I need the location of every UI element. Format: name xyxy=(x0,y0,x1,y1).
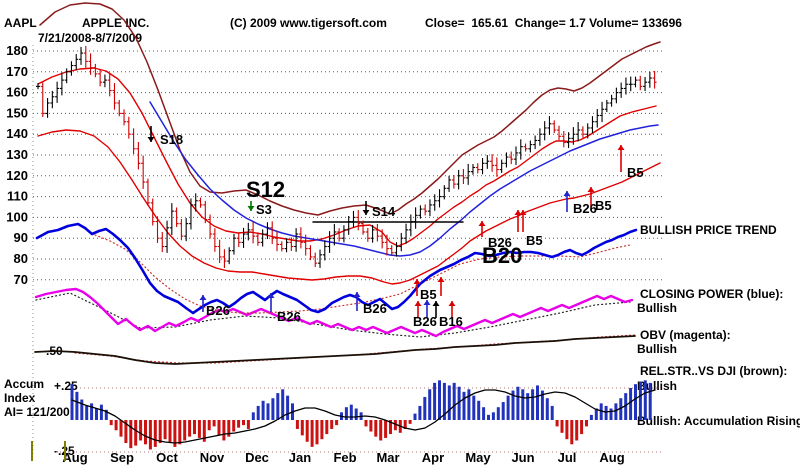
signal-arrowhead xyxy=(423,300,431,305)
signal-annotation: B26 xyxy=(363,301,387,316)
signal-annotation: B26 xyxy=(413,314,437,329)
closing-power-signal-line xyxy=(94,234,631,314)
month-label: Jul xyxy=(558,450,577,465)
signal-annotation: B5 xyxy=(595,198,612,213)
month-label: Jun xyxy=(511,450,534,465)
month-label: Nov xyxy=(200,450,225,465)
price-tick-label: 120 xyxy=(6,168,28,183)
price-tick-label: 160 xyxy=(6,85,28,100)
upper-band-line xyxy=(37,67,657,247)
signal-arrowhead xyxy=(414,301,422,306)
signal-arrowhead xyxy=(448,301,456,306)
accum-signal-line xyxy=(71,389,656,444)
month-label: Aug xyxy=(62,450,87,465)
signal-annotation: B26 xyxy=(206,303,230,318)
rs-status: Bullish xyxy=(637,379,678,393)
cp-status: Bullish xyxy=(637,301,678,315)
signal-annotation: B26 xyxy=(488,235,512,250)
obv-line xyxy=(34,287,634,338)
price-tick-label: 70 xyxy=(14,272,28,287)
signal-annotation: B5 xyxy=(627,165,644,180)
signal-arrowhead xyxy=(432,301,440,306)
accum-label-2: Index xyxy=(4,391,36,405)
month-label: Apr xyxy=(422,450,444,465)
ticker-symbol: AAPL xyxy=(4,16,37,30)
signal-arrowhead xyxy=(617,145,625,150)
company-name: APPLE INC. xyxy=(82,16,150,30)
signal-arrowhead xyxy=(514,210,522,215)
signal-arrowhead xyxy=(563,191,571,196)
signal-arrowhead xyxy=(267,293,275,298)
signal-annotation: B20 xyxy=(482,243,522,268)
rel-str-line xyxy=(34,335,636,365)
price-tick-label: 150 xyxy=(6,105,28,120)
ma-blue-line xyxy=(149,101,659,257)
signal-annotation: B16 xyxy=(439,314,463,329)
signal-arrowhead xyxy=(587,187,595,192)
month-label: Jan xyxy=(289,450,311,465)
month-label: Sep xyxy=(110,450,134,465)
rel-str-signal-line xyxy=(74,334,636,364)
accum-index-value: AI= 121/200 xyxy=(4,405,70,419)
quote-stats: Close= 165.61 Change= 1.7 Volume= 133696 xyxy=(425,16,682,30)
signal-annotation: B5 xyxy=(526,233,543,248)
obv-signal-line xyxy=(35,292,631,338)
signal-arrowhead xyxy=(519,210,527,215)
price-trend-label: BULLISH PRICE TREND xyxy=(640,223,777,237)
signal-arrowhead xyxy=(353,292,361,297)
obv-title: OBV (magenta): xyxy=(640,328,731,342)
signal-annotation: S18 xyxy=(160,132,183,147)
month-label: Oct xyxy=(156,450,178,465)
signal-annotation: S12 xyxy=(246,177,285,202)
price-tick-label: 170 xyxy=(6,64,28,79)
price-tick-label: 80 xyxy=(14,251,28,266)
closing-power-line xyxy=(35,222,638,315)
month-label: Aug xyxy=(599,450,624,465)
date-range: 7/21/2008-8/7/2009 xyxy=(38,31,143,45)
rs-title: REL.STR..VS DJI (brown): xyxy=(640,364,788,378)
signal-annotation: B26 xyxy=(573,201,597,216)
month-label: Dec xyxy=(245,450,269,465)
price-tick-label: 100 xyxy=(6,209,28,224)
signal-annotation: B26 xyxy=(277,309,301,324)
price-tick-label: 140 xyxy=(6,126,28,141)
signal-arrowhead xyxy=(478,221,486,226)
price-tick-label: 90 xyxy=(14,230,28,245)
signal-arrowhead xyxy=(362,210,370,215)
obv-status: Bullish xyxy=(637,342,678,356)
ma-65day-line xyxy=(39,2,661,216)
month-label: Mar xyxy=(376,450,399,465)
signal-annotation: B5 xyxy=(420,287,437,302)
accum-label-1: Accum xyxy=(4,377,45,391)
signal-arrowhead xyxy=(413,279,421,284)
signal-annotation: S14 xyxy=(372,204,396,219)
price-tick-label: 130 xyxy=(6,147,28,162)
signal-arrowhead xyxy=(437,277,445,282)
signal-arrowhead xyxy=(247,206,255,211)
signal-arrowhead xyxy=(199,295,207,300)
month-label: May xyxy=(465,450,491,465)
signal-annotation: S3 xyxy=(256,202,272,217)
signal-arrowhead xyxy=(147,137,155,142)
lower-band-line xyxy=(37,129,661,285)
copyright-text: (C) 2009 www.tigersoft.com xyxy=(230,16,387,30)
month-label: Feb xyxy=(333,450,356,465)
accum-status: Bullish: Accumulation Rising xyxy=(637,414,800,428)
cp-title: CLOSING POWER (blue): xyxy=(640,287,784,301)
price-tick-label: 180 xyxy=(6,43,28,58)
price-tick-label: 110 xyxy=(7,189,28,204)
